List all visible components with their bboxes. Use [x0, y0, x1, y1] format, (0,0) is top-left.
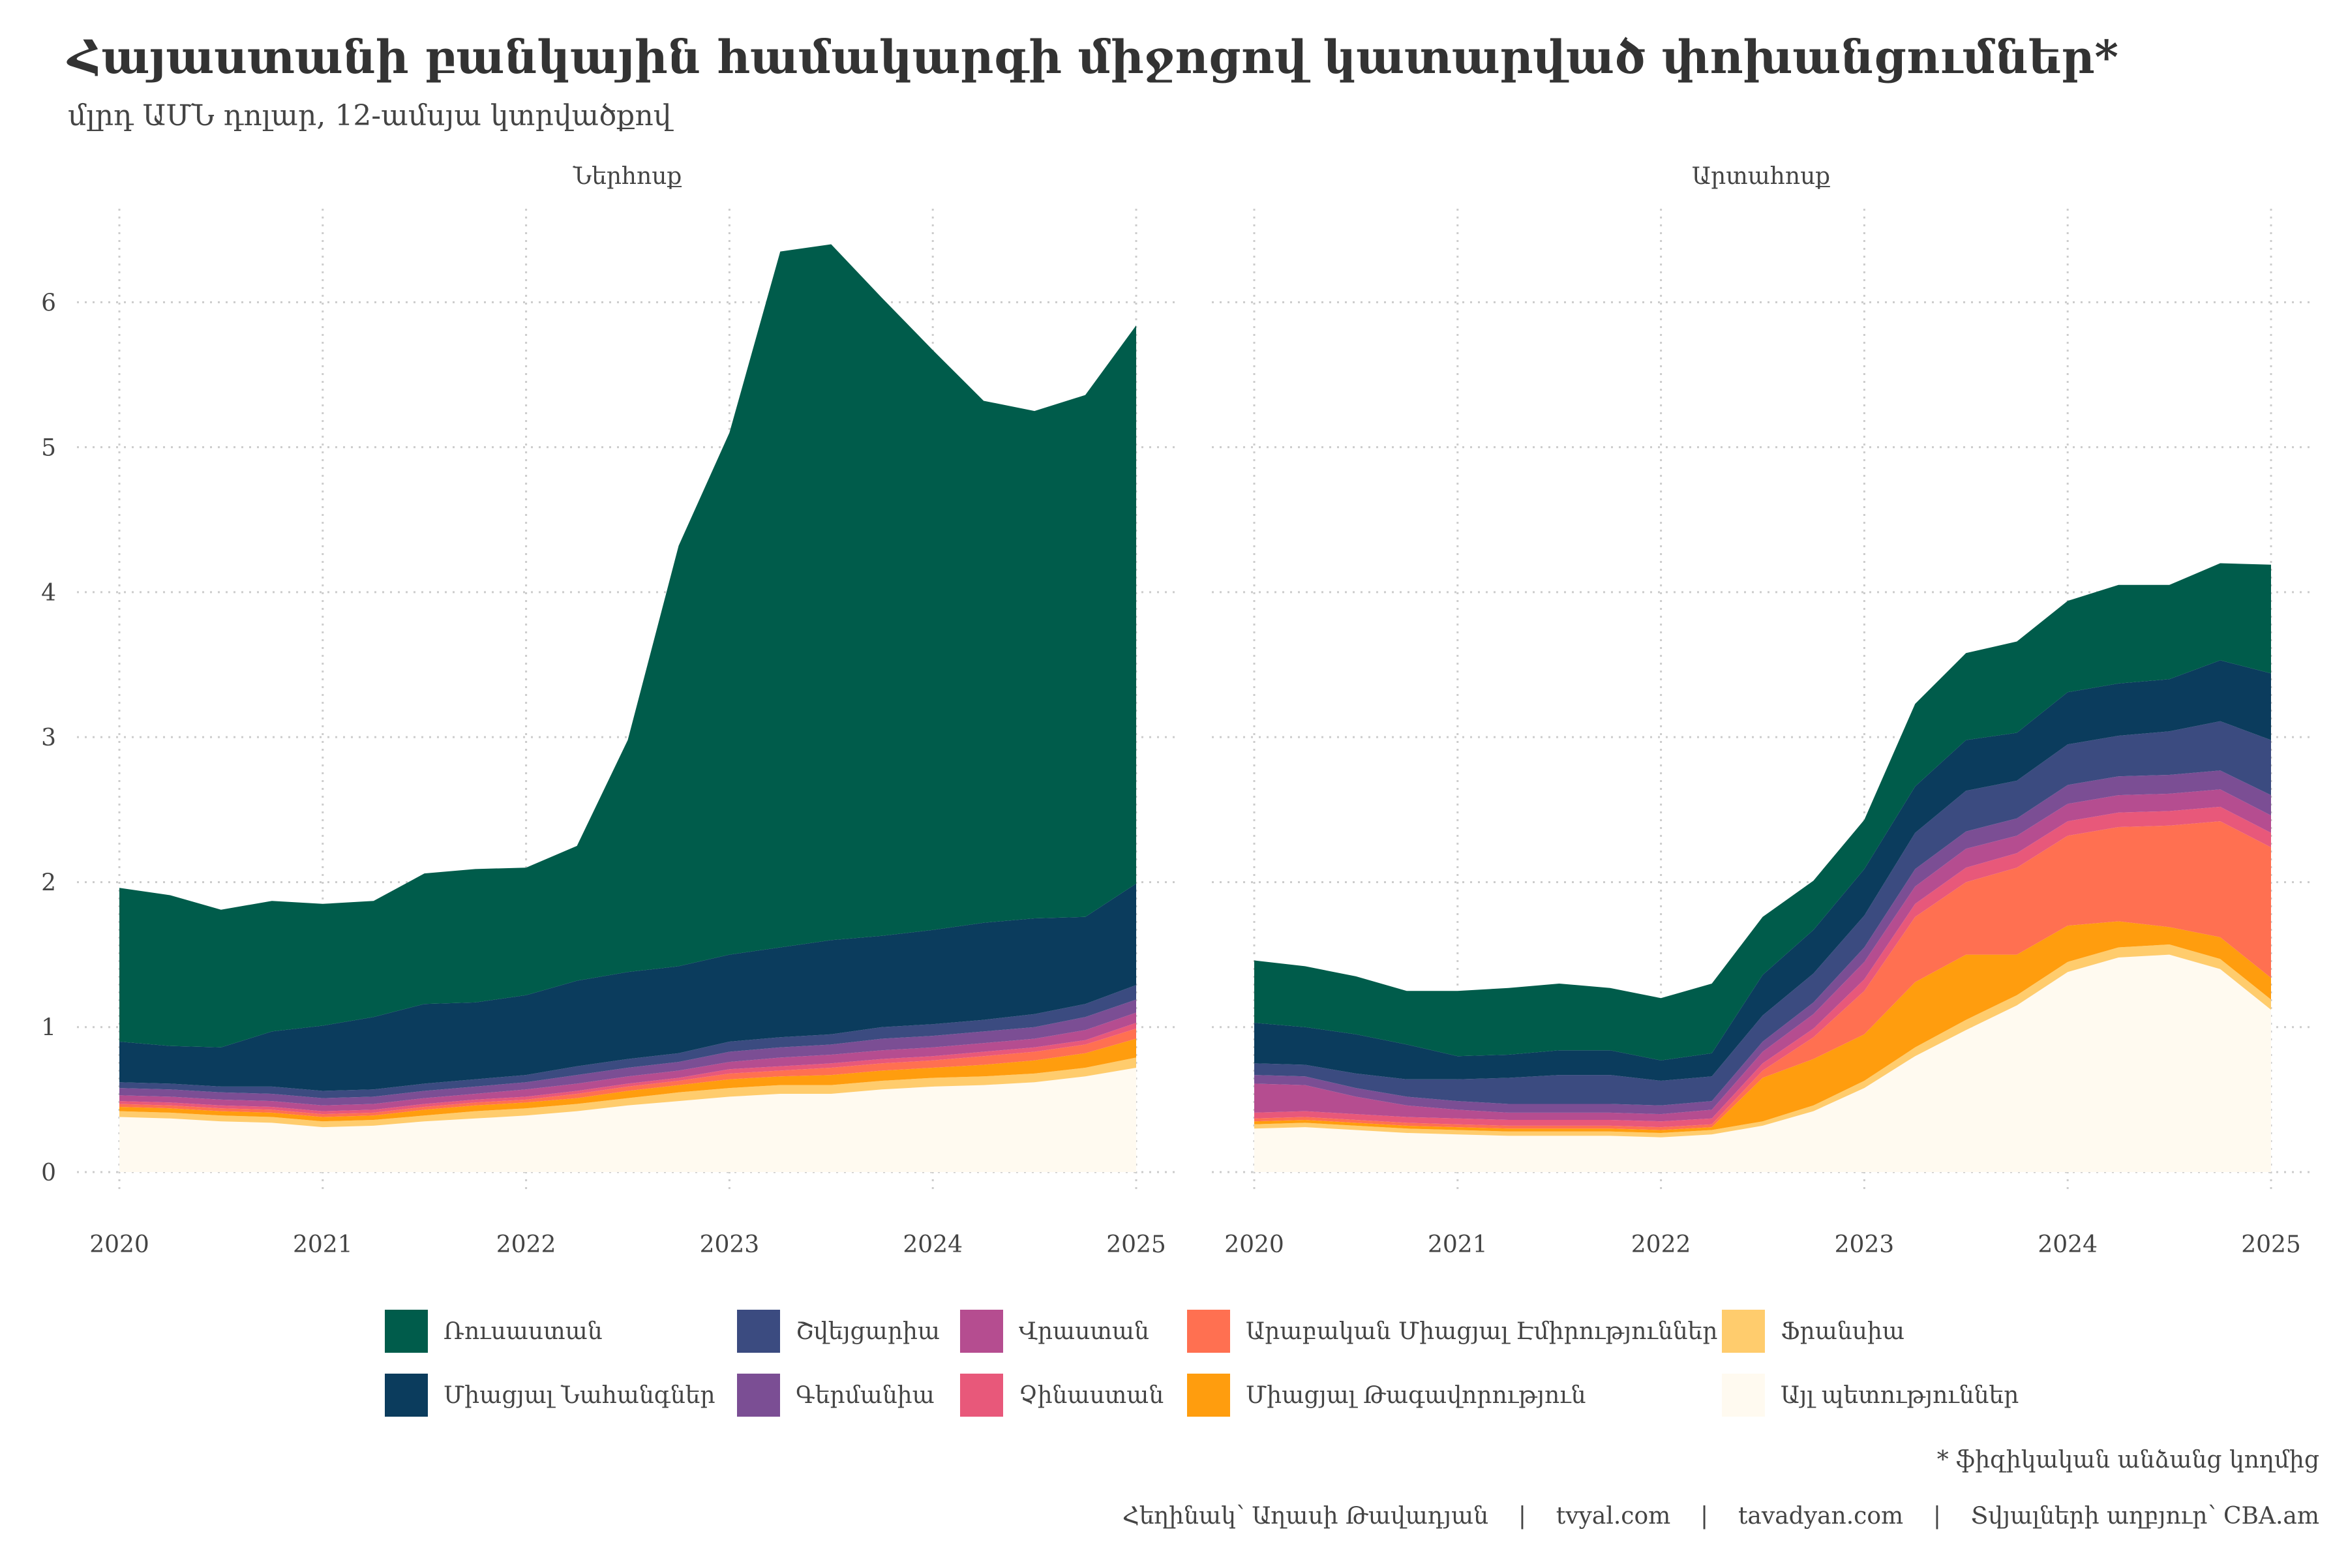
area-georgia: [1254, 789, 2271, 1122]
area-switzerland: [1254, 721, 2271, 1106]
legend-item-switzerland: Շվեյցարիա: [737, 1310, 940, 1353]
area-other: [1254, 954, 2271, 1172]
x-tick-label: 2025: [1106, 1231, 1166, 1258]
x-tick-label: 2023: [1835, 1231, 1895, 1258]
legend-label: Գերմանիա: [796, 1382, 935, 1409]
legend-label: Ռուսաստան: [444, 1318, 603, 1345]
x-tick-label: 2021: [1428, 1231, 1488, 1258]
footnote: * ֆիզիկական անձանց կողմից: [1937, 1447, 2319, 1473]
y-tick-label: 4: [41, 580, 56, 607]
legend-swatch: [1722, 1374, 1765, 1417]
x-tick-label: 2022: [1631, 1231, 1691, 1258]
legend-label: Միացյալ Թագավորություն: [1246, 1382, 1586, 1409]
legend-item-russia: Ռուսաստան: [385, 1310, 603, 1353]
caption: Հեղինակ՝ Աղասի Թավադյան | tvyal.com | ta…: [1122, 1503, 2319, 1530]
legend-label: Ֆրանսիա: [1781, 1318, 1904, 1345]
x-tick-label: 2022: [496, 1231, 556, 1258]
x-tick-label: 2020: [1224, 1231, 1284, 1258]
legend-label: Շվեյցարիա: [796, 1318, 940, 1345]
x-tick-label: 2023: [700, 1231, 760, 1258]
x-tick-label: 2024: [903, 1231, 963, 1258]
y-tick-label: 2: [41, 869, 56, 896]
legend-swatch: [737, 1374, 780, 1417]
legend-item-germany: Գերմանիա: [737, 1374, 935, 1417]
legend: Ռուսաստան Միացյալ Նահանգներ Շվեյցարիա Գերմա…: [385, 1310, 2019, 1417]
x-tick-label: 2025: [2241, 1231, 2301, 1258]
legend-item-china: Չինաստան: [960, 1374, 1164, 1417]
x-tick-label: 2024: [2038, 1231, 2098, 1258]
area-usa: [119, 883, 1136, 1091]
legend-item-france: Ֆրանսիա: [1722, 1310, 1904, 1353]
y-tick-label: 6: [41, 290, 56, 316]
legend-swatch: [960, 1374, 1003, 1417]
chart-title: Հայաստանի բանկային համակարգի միջոցով կատ…: [67, 30, 2118, 84]
area-germany: [119, 999, 1136, 1106]
x-tick-label: 2020: [89, 1231, 149, 1258]
legend-swatch: [1722, 1310, 1765, 1353]
area-georgia: [119, 1012, 1136, 1111]
area-usa: [1254, 660, 2271, 1081]
panel-0: 0 1 2 3 4 5 6 2020 2021 2022 2023 2024 2025: [41, 209, 1179, 1258]
legend-item-other: Այլ պետություններ: [1722, 1374, 2019, 1417]
area-other: [119, 1068, 1136, 1172]
legend-item-usa: Միացյալ Նահանգներ: [385, 1374, 715, 1417]
facet-title-outflow: Արտահոսք: [1692, 163, 1830, 190]
legend-swatch: [737, 1310, 780, 1353]
legend-label: Արաբական Միացյալ Էմիրություններ: [1246, 1318, 1717, 1345]
legend-item-uk: Միացյալ Թագավորություն: [1187, 1374, 1586, 1417]
panel-1: 2020 2021 2022 2023 2024 2025: [1212, 209, 2313, 1258]
legend-swatch: [960, 1310, 1003, 1353]
area-russia: [1254, 563, 2271, 1061]
legend-swatch: [385, 1374, 428, 1417]
area-uae: [1254, 821, 2271, 1130]
area-france: [119, 1057, 1136, 1128]
area-russia: [119, 244, 1136, 1048]
legend-label: Այլ պետություններ: [1781, 1382, 2019, 1409]
facet-title-inflow: Ներհոսք: [573, 163, 682, 190]
y-tick-label: 0: [41, 1160, 56, 1186]
x-tick-label: 2021: [293, 1231, 353, 1258]
legend-label: Չինաստան: [1019, 1382, 1164, 1409]
y-tick-label: 1: [41, 1015, 56, 1042]
chart-subtitle: մլրդ ԱՄՆ դոլար, 12-ամսյա կտրվածքով: [68, 99, 674, 132]
legend-swatch: [385, 1310, 428, 1353]
legend-item-georgia: Վրաստան: [960, 1310, 1149, 1353]
y-tick-label: 3: [41, 725, 56, 751]
legend-item-uae: Արաբական Միացյալ Էմիրություններ: [1187, 1310, 1717, 1353]
area-switzerland: [119, 985, 1136, 1098]
legend-label: Վրաստան: [1019, 1318, 1149, 1345]
area-uk: [1254, 921, 2271, 1133]
legend-swatch: [1187, 1374, 1230, 1417]
area-germany: [1254, 770, 2271, 1115]
legend-swatch: [1187, 1310, 1230, 1353]
legend-label: Միացյալ Նահանգներ: [444, 1382, 715, 1409]
area-uk: [119, 1038, 1136, 1122]
y-tick-label: 5: [41, 435, 56, 462]
